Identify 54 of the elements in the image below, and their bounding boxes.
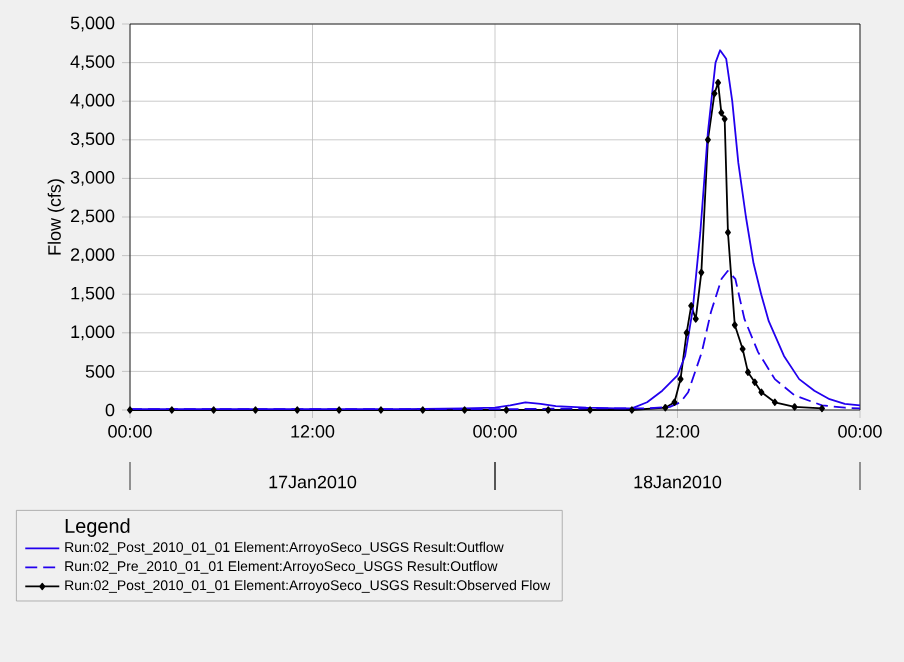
point [744, 368, 751, 376]
point [377, 406, 384, 414]
point [461, 406, 468, 414]
y-tick-label: 500 [85, 365, 115, 378]
point [751, 378, 758, 386]
point [662, 403, 669, 412]
x-tick-label: 00:00 [108, 425, 152, 438]
point [718, 109, 725, 117]
point [721, 115, 728, 123]
point [683, 329, 690, 337]
text: 18Jan2010 [634, 475, 722, 489]
point [628, 406, 635, 414]
point [758, 388, 765, 396]
point [419, 406, 426, 414]
point [704, 136, 711, 144]
y-tick-label: 0 [105, 403, 115, 417]
point [252, 406, 259, 414]
point [739, 345, 746, 353]
point [692, 315, 699, 323]
point [336, 406, 343, 414]
point [771, 398, 778, 406]
point [715, 78, 722, 87]
point [503, 406, 510, 414]
y-tick-label: 1,000 [71, 325, 115, 341]
y-tick-label: 2,000 [70, 248, 115, 263]
y-tick-label: 4,000 [70, 93, 115, 109]
x-tick-label: 12:00 [291, 425, 335, 438]
point [724, 228, 731, 237]
point [688, 302, 695, 310]
x-tick-label: 00:00 [838, 425, 882, 438]
point [587, 406, 594, 414]
point [210, 406, 217, 414]
point [671, 398, 678, 406]
point [127, 406, 133, 414]
y-tick-label: 3,000 [70, 170, 115, 186]
legend-title: Legend [65, 518, 130, 537]
point [294, 406, 301, 414]
y-tick-label: 4,500 [70, 55, 115, 70]
x-tick-label: 00:00 [473, 425, 517, 438]
point [731, 321, 738, 329]
text: 17Jan2010 [269, 475, 357, 489]
point [711, 89, 718, 98]
y-tick-label: 3,500 [70, 132, 115, 148]
point [677, 375, 684, 383]
point [168, 406, 175, 414]
point [545, 406, 552, 414]
y-tick-label: 5,000 [70, 16, 115, 32]
point [698, 268, 705, 277]
y-axis-title: Flow (cfs) [47, 179, 65, 255]
point [818, 404, 825, 413]
x-tick-label: 12:00 [656, 425, 700, 438]
point [791, 403, 798, 411]
y-tick-label: 1,500 [71, 286, 115, 302]
y-tick-label: 2,500 [70, 209, 115, 225]
